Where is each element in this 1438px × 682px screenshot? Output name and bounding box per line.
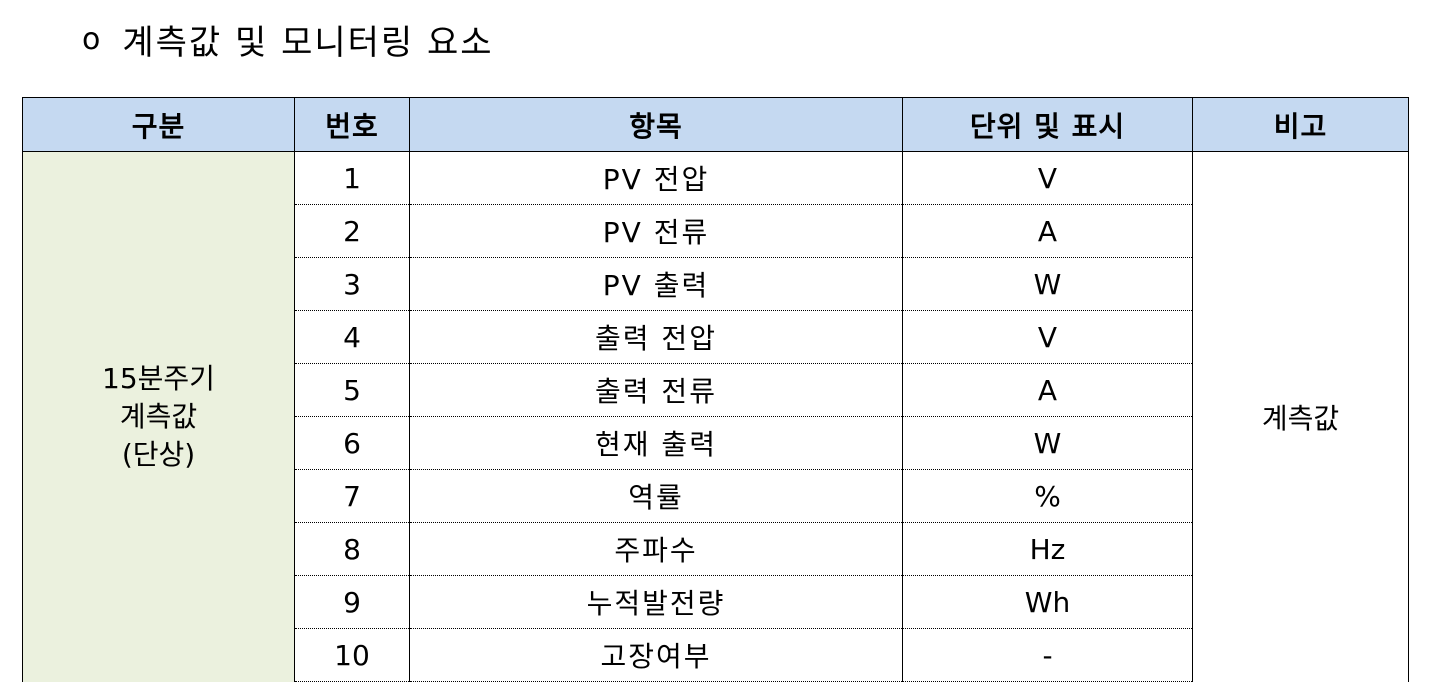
group-line: 계측값: [119, 399, 198, 433]
row-item: 주파수: [409, 522, 903, 576]
bullet-icon: o: [82, 21, 101, 57]
row-number: 2: [294, 204, 410, 258]
row-item: PV 전류: [409, 204, 903, 258]
row-item: 누적발전량: [409, 575, 903, 629]
row-unit: -: [902, 628, 1193, 682]
row-unit: A: [902, 204, 1193, 258]
row-number: 8: [294, 522, 410, 576]
table-row: 9 누적발전량 Wh: [23, 575, 1409, 629]
section-title: 계측값 및 모니터링 요소: [122, 22, 494, 63]
row-number: 1: [294, 151, 410, 205]
row-number: 10: [294, 628, 410, 682]
header-number: 번호: [294, 97, 410, 152]
row-unit: A: [902, 363, 1193, 417]
row-unit: W: [902, 416, 1193, 470]
row-unit: V: [902, 151, 1193, 205]
row-item: 출력 전류: [409, 363, 903, 417]
monitoring-table: 구분 번호 항목 단위 및 표시 비고 15분주기 계측값 (단상) 1 PV …: [22, 97, 1409, 682]
row-item: 고장여부: [409, 628, 903, 682]
header-unit: 단위 및 표시: [902, 97, 1193, 152]
row-item: PV 출력: [409, 257, 903, 311]
row-number: 5: [294, 363, 410, 417]
row-item: PV 전압: [409, 151, 903, 205]
row-unit: %: [902, 469, 1193, 523]
table-row: 3 PV 출력 W: [23, 257, 1409, 311]
row-item: 현재 출력: [409, 416, 903, 470]
table-row: 15분주기 계측값 (단상) 1 PV 전압 V 계측값: [22, 151, 1409, 682]
table-row: 6 현재 출력 W: [23, 416, 1409, 470]
header-note: 비고: [1192, 97, 1409, 152]
table-row: 8 주파수 Hz: [23, 522, 1409, 576]
row-number: 4: [294, 310, 410, 364]
table-row: 10 고장여부 -: [23, 628, 1409, 682]
header-item: 항목: [409, 97, 903, 152]
row-number: 6: [294, 416, 410, 470]
header-category: 구분: [22, 97, 295, 152]
row-unit: V: [902, 310, 1193, 364]
table-header-row: 구분 번호 항목 단위 및 표시 비고: [22, 97, 1409, 152]
row-unit: W: [902, 257, 1193, 311]
row-item: 출력 전압: [409, 310, 903, 364]
group-line: 15분주기: [102, 361, 215, 395]
row-item: 역률: [409, 469, 903, 523]
table-row: 2 PV 전류 A: [23, 204, 1409, 258]
row-number: 9: [294, 575, 410, 629]
row-number: 3: [294, 257, 410, 311]
row-unit: Hz: [902, 522, 1193, 576]
group-line: (단상): [121, 437, 196, 471]
section-heading: o 계측값 및 모니터링 요소: [82, 14, 494, 64]
row-number: 7: [294, 469, 410, 523]
note-cell: 계측값: [1192, 151, 1409, 682]
row-unit: Wh: [902, 575, 1193, 629]
group-cell: 15분주기 계측값 (단상): [22, 151, 295, 682]
table-row: 7 역률 %: [23, 469, 1409, 523]
